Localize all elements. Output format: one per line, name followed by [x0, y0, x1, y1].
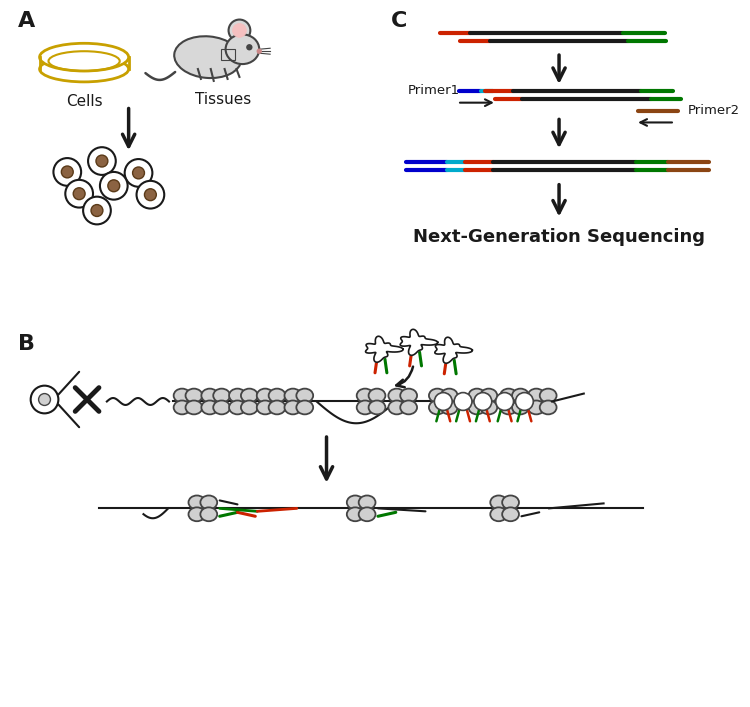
Circle shape: [38, 394, 50, 405]
Ellipse shape: [481, 400, 497, 414]
Ellipse shape: [256, 389, 274, 402]
Ellipse shape: [400, 389, 417, 402]
Ellipse shape: [503, 496, 519, 509]
Circle shape: [434, 392, 452, 410]
Ellipse shape: [528, 389, 544, 402]
Ellipse shape: [368, 389, 386, 402]
Circle shape: [53, 158, 81, 186]
Circle shape: [100, 172, 128, 199]
Text: Tissues: Tissues: [194, 92, 250, 107]
Ellipse shape: [358, 496, 376, 509]
Text: C: C: [391, 11, 407, 30]
Ellipse shape: [469, 389, 485, 402]
Ellipse shape: [226, 35, 260, 64]
Ellipse shape: [200, 496, 217, 509]
Ellipse shape: [503, 508, 519, 521]
Ellipse shape: [346, 508, 364, 521]
Ellipse shape: [188, 508, 206, 521]
Circle shape: [257, 49, 261, 53]
Ellipse shape: [357, 389, 374, 402]
Circle shape: [65, 180, 93, 208]
Ellipse shape: [268, 400, 286, 414]
Ellipse shape: [429, 400, 445, 414]
Circle shape: [108, 180, 120, 192]
Ellipse shape: [229, 389, 246, 402]
Circle shape: [74, 188, 85, 199]
Ellipse shape: [188, 496, 206, 509]
Ellipse shape: [296, 400, 314, 414]
Circle shape: [229, 20, 251, 41]
Text: A: A: [18, 11, 35, 30]
Ellipse shape: [185, 400, 202, 414]
Ellipse shape: [490, 508, 507, 521]
Ellipse shape: [400, 400, 417, 414]
Bar: [220, 49, 235, 60]
Ellipse shape: [284, 400, 302, 414]
Ellipse shape: [388, 400, 405, 414]
Ellipse shape: [512, 389, 529, 402]
Text: Primer2: Primer2: [688, 104, 740, 117]
Ellipse shape: [174, 389, 190, 402]
Circle shape: [88, 147, 116, 175]
Ellipse shape: [358, 508, 376, 521]
Ellipse shape: [481, 389, 497, 402]
Circle shape: [31, 385, 58, 414]
Circle shape: [124, 159, 152, 187]
Circle shape: [454, 392, 472, 410]
Circle shape: [515, 392, 533, 410]
Ellipse shape: [540, 389, 556, 402]
Ellipse shape: [40, 56, 129, 82]
Ellipse shape: [174, 36, 242, 78]
Circle shape: [62, 166, 74, 178]
Ellipse shape: [346, 496, 364, 509]
Ellipse shape: [201, 400, 218, 414]
Ellipse shape: [241, 389, 258, 402]
Ellipse shape: [500, 400, 517, 414]
Ellipse shape: [40, 43, 129, 71]
Polygon shape: [435, 337, 472, 363]
Ellipse shape: [200, 508, 217, 521]
FancyArrowPatch shape: [396, 367, 413, 387]
Ellipse shape: [441, 400, 458, 414]
Ellipse shape: [201, 389, 218, 402]
Ellipse shape: [357, 400, 374, 414]
Text: Primer1: Primer1: [408, 84, 460, 98]
Ellipse shape: [368, 400, 386, 414]
Text: Cells: Cells: [66, 94, 103, 109]
Ellipse shape: [441, 389, 458, 402]
Circle shape: [91, 204, 103, 216]
Ellipse shape: [388, 389, 405, 402]
Ellipse shape: [256, 400, 274, 414]
Ellipse shape: [284, 389, 302, 402]
Circle shape: [247, 45, 252, 49]
Ellipse shape: [500, 389, 517, 402]
Circle shape: [133, 167, 145, 179]
Ellipse shape: [490, 496, 507, 509]
Circle shape: [232, 23, 247, 37]
Ellipse shape: [429, 389, 445, 402]
Circle shape: [136, 181, 164, 209]
Ellipse shape: [229, 400, 246, 414]
Ellipse shape: [174, 400, 190, 414]
Circle shape: [474, 392, 492, 410]
Ellipse shape: [512, 400, 529, 414]
Ellipse shape: [241, 400, 258, 414]
Text: B: B: [18, 334, 34, 354]
Ellipse shape: [528, 400, 544, 414]
Ellipse shape: [213, 400, 230, 414]
Polygon shape: [365, 337, 403, 362]
Polygon shape: [400, 329, 438, 356]
Circle shape: [145, 189, 156, 201]
Ellipse shape: [296, 389, 314, 402]
Circle shape: [83, 197, 111, 224]
Text: Next-Generation Sequencing: Next-Generation Sequencing: [413, 228, 705, 246]
Ellipse shape: [540, 400, 556, 414]
Ellipse shape: [268, 389, 286, 402]
Ellipse shape: [185, 389, 202, 402]
Circle shape: [496, 392, 514, 410]
Ellipse shape: [469, 400, 485, 414]
Ellipse shape: [213, 389, 230, 402]
Circle shape: [96, 155, 108, 167]
